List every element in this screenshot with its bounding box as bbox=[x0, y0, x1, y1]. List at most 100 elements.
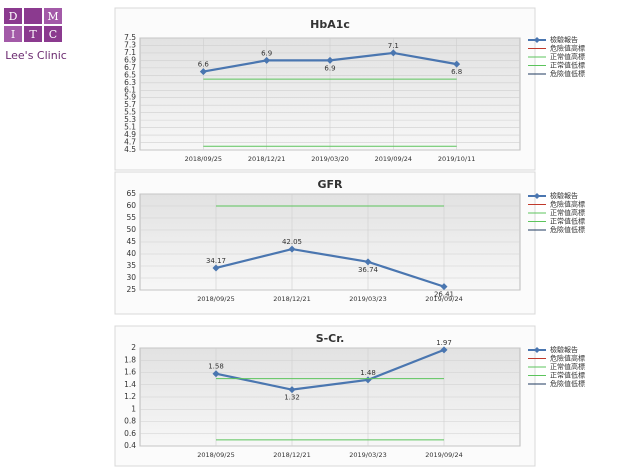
x-tick-label: 2019/03/23 bbox=[349, 451, 386, 459]
y-tick-label: 7.1 bbox=[124, 48, 136, 57]
legend-label: 正常值高標 bbox=[550, 362, 585, 371]
x-tick-label: 2019/09/24 bbox=[425, 451, 462, 459]
y-tick-label: 45 bbox=[126, 237, 136, 246]
x-tick-label: 2018/12/21 bbox=[273, 295, 310, 303]
data-marker bbox=[288, 386, 296, 394]
legend-label: 檢驗報告 bbox=[550, 35, 578, 44]
legend-label: 正常值低標 bbox=[550, 371, 585, 380]
logo-box bbox=[24, 8, 42, 24]
y-tick-label: 6.3 bbox=[124, 78, 136, 87]
data-marker bbox=[212, 370, 220, 378]
y-tick-label: 1 bbox=[131, 404, 136, 413]
data-marker bbox=[440, 346, 448, 354]
x-tick-label: 2018/09/25 bbox=[197, 295, 234, 303]
x-tick-label: 2019/03/20 bbox=[311, 155, 348, 163]
legend-label: 危險值低標 bbox=[550, 69, 585, 78]
y-tick-label: 4.5 bbox=[124, 145, 136, 154]
logo-box bbox=[44, 26, 62, 42]
y-tick-label: 5.5 bbox=[124, 108, 136, 117]
legend-label: 檢驗報告 bbox=[550, 191, 578, 200]
legend-label: 危險值高標 bbox=[550, 44, 585, 53]
y-tick-label: 25 bbox=[126, 285, 136, 294]
y-tick-label: 5.3 bbox=[124, 115, 136, 124]
data-label: 6.9 bbox=[324, 64, 335, 72]
y-tick-label: 4.9 bbox=[124, 130, 136, 139]
logo-letter: C bbox=[49, 28, 57, 41]
logo-name: Lee's Clinic bbox=[5, 49, 67, 62]
x-tick-label: 2018/12/21 bbox=[273, 451, 310, 459]
data-label: 34.17 bbox=[206, 257, 226, 265]
chart-title: HbA1c bbox=[310, 18, 350, 31]
data-label: 26.41 bbox=[434, 291, 454, 299]
data-label: 1.48 bbox=[360, 369, 376, 377]
logo-box bbox=[4, 8, 22, 24]
legend-label: 正常值高標 bbox=[550, 52, 585, 61]
data-label: 6.8 bbox=[451, 68, 462, 76]
legend-label: 正常值低標 bbox=[550, 61, 585, 70]
x-tick-label: 2019/09/24 bbox=[375, 155, 412, 163]
data-label: 36.74 bbox=[358, 266, 379, 274]
data-marker bbox=[212, 264, 220, 272]
logo-letter: M bbox=[47, 10, 58, 23]
logo-box bbox=[24, 26, 42, 42]
logo-letter: I bbox=[11, 28, 15, 41]
y-tick-label: 5.7 bbox=[124, 100, 136, 109]
y-tick-label: 4.7 bbox=[124, 138, 136, 147]
data-label: 1.97 bbox=[436, 339, 452, 347]
y-tick-label: 50 bbox=[126, 225, 136, 234]
x-tick-label: 2019/10/11 bbox=[438, 155, 475, 163]
data-marker bbox=[263, 56, 271, 64]
data-label: 1.58 bbox=[208, 363, 224, 371]
legend-label: 正常值低標 bbox=[550, 217, 585, 226]
legend-label: 檢驗報告 bbox=[550, 345, 578, 354]
y-tick-label: 40 bbox=[126, 249, 136, 258]
data-label: 7.1 bbox=[388, 42, 399, 50]
x-tick-label: 2018/09/25 bbox=[185, 155, 222, 163]
data-marker bbox=[364, 376, 372, 384]
series-line bbox=[215, 348, 445, 391]
series-line bbox=[215, 247, 445, 288]
y-tick-label: 6.5 bbox=[124, 70, 136, 79]
y-tick-label: 1.8 bbox=[124, 355, 136, 364]
y-tick-label: 55 bbox=[126, 213, 136, 222]
y-tick-label: 5.9 bbox=[124, 93, 136, 102]
legend-label: 危險值低標 bbox=[550, 225, 585, 234]
data-marker bbox=[440, 283, 448, 291]
legend-marker bbox=[534, 347, 540, 353]
logo-letter: D bbox=[9, 10, 18, 23]
data-marker bbox=[389, 49, 397, 57]
legend-label: 危險值低標 bbox=[550, 379, 585, 388]
y-tick-label: 7.3 bbox=[124, 40, 136, 49]
data-marker bbox=[364, 258, 372, 266]
chart-title: GFR bbox=[317, 178, 343, 191]
logo: D M I T C Lee's Clinic bbox=[4, 8, 67, 62]
y-tick-label: 2 bbox=[131, 343, 136, 352]
y-tick-label: 6.7 bbox=[124, 63, 136, 72]
legend-label: 危險值高標 bbox=[550, 200, 585, 209]
data-label: 42.05 bbox=[282, 238, 302, 246]
y-tick-label: 60 bbox=[126, 201, 136, 210]
logo-letter: T bbox=[29, 28, 37, 41]
x-tick-label: 2019/09/24 bbox=[425, 295, 462, 303]
data-label: 1.32 bbox=[284, 394, 300, 402]
legend-label: 危險值高標 bbox=[550, 354, 585, 363]
logo-box bbox=[4, 26, 22, 42]
y-tick-label: 7.5 bbox=[124, 33, 136, 42]
x-tick-label: 2019/03/23 bbox=[349, 295, 386, 303]
legend-marker bbox=[534, 37, 540, 43]
legend-marker bbox=[534, 193, 540, 199]
y-tick-label: 6.1 bbox=[124, 85, 136, 94]
x-tick-label: 2018/09/25 bbox=[197, 451, 234, 459]
y-tick-label: 35 bbox=[126, 261, 136, 270]
data-marker bbox=[326, 56, 334, 64]
y-tick-label: 65 bbox=[126, 189, 136, 198]
y-tick-label: 5.1 bbox=[124, 123, 136, 132]
legend-label: 正常值高標 bbox=[550, 208, 585, 217]
data-label: 6.9 bbox=[261, 49, 272, 57]
y-tick-label: 1.2 bbox=[124, 392, 136, 401]
data-marker bbox=[199, 68, 207, 76]
logo-box bbox=[44, 8, 62, 24]
y-tick-label: 0.4 bbox=[124, 441, 136, 450]
y-tick-label: 1.4 bbox=[124, 380, 136, 389]
